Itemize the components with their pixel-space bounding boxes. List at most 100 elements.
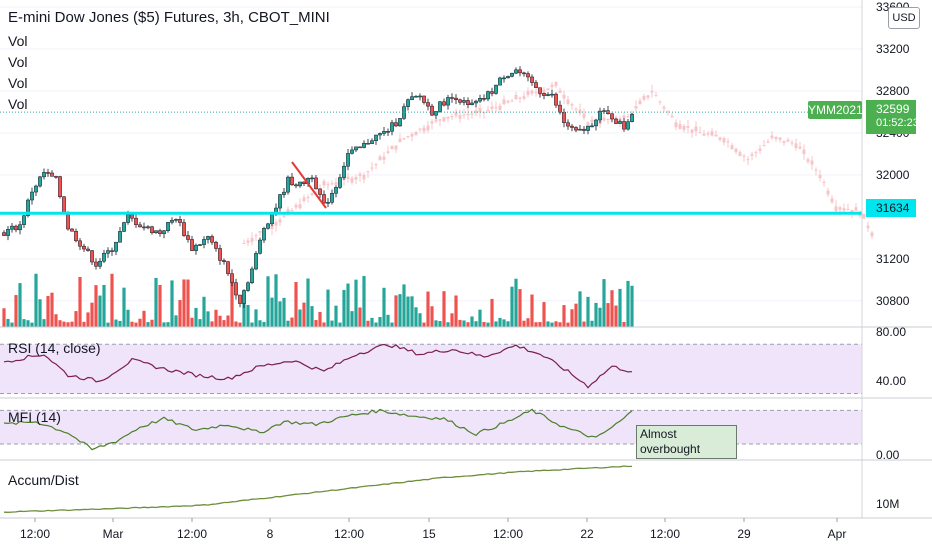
projection-body: [794, 143, 798, 149]
candle-body: [90, 250, 94, 263]
candle-body: [294, 184, 298, 187]
candle-body: [250, 268, 254, 284]
volume-bar: [274, 274, 278, 327]
projection-body: [762, 145, 766, 147]
projection-body: [434, 119, 438, 122]
volume-bar: [94, 285, 98, 327]
projection-body: [558, 90, 562, 93]
projection-body: [774, 136, 778, 140]
projection-body: [466, 114, 470, 116]
projection-body: [658, 101, 662, 103]
projection-body: [258, 231, 262, 233]
volume-bar: [574, 303, 578, 327]
candle-body: [470, 102, 474, 105]
candle-body: [10, 225, 14, 230]
volume-bar: [302, 302, 306, 327]
candle-body: [130, 214, 134, 219]
volume-bar: [298, 309, 302, 327]
candle-body: [266, 223, 270, 229]
volume-bar: [550, 322, 554, 327]
projection-body: [654, 95, 658, 97]
volume-bar: [126, 309, 130, 327]
currency-badge[interactable]: USD: [888, 7, 920, 29]
volume-bar: [190, 317, 194, 327]
ad-panel-label[interactable]: Accum/Dist: [8, 472, 79, 488]
overlays: [0, 111, 862, 215]
rsi-panel-label[interactable]: RSI (14, close): [8, 340, 101, 356]
candle-body: [558, 104, 562, 113]
volume-bar: [218, 315, 222, 327]
candle-body: [494, 84, 498, 94]
volume-bar: [386, 314, 390, 327]
candle-body: [298, 181, 302, 187]
candle-body: [386, 131, 390, 133]
time-tick-label: 12:00: [650, 527, 680, 541]
volume-bar: [110, 273, 114, 327]
indicator-panels: [0, 343, 862, 513]
volume-bar: [394, 295, 398, 327]
volume-bar: [234, 321, 238, 327]
projection-body: [370, 167, 374, 169]
time-tick-label: Mar: [103, 527, 124, 541]
time-tick-label: 12:00: [20, 527, 50, 541]
mfi-panel-label[interactable]: MFI (14): [8, 409, 61, 425]
projection-body: [650, 91, 654, 93]
volume-bar: [446, 322, 450, 327]
projection-body: [330, 183, 334, 185]
candle-body: [98, 260, 102, 267]
candle-body: [538, 87, 542, 94]
projection-body: [350, 178, 354, 183]
candle-body: [418, 95, 422, 98]
candle-body: [62, 196, 66, 214]
projection-body: [394, 145, 398, 150]
volume-bar: [330, 320, 334, 327]
volume-bar: [294, 281, 298, 327]
candle-body: [254, 253, 258, 270]
volume-bar: [562, 305, 566, 327]
projection-body: [422, 127, 426, 132]
annotation-note[interactable]: Almost overbought: [636, 425, 737, 459]
time-tick-label: 15: [422, 527, 436, 541]
candle-body: [350, 149, 354, 154]
projection-body: [402, 138, 406, 140]
candle-body: [410, 96, 414, 100]
volume-bar: [566, 322, 570, 327]
volume-bar: [46, 295, 50, 327]
volume-bar: [434, 320, 438, 327]
projection-body: [854, 207, 858, 211]
candle-body: [186, 235, 190, 240]
volume-bar: [618, 288, 622, 327]
candle-body: [322, 194, 326, 204]
volume-bar: [418, 313, 422, 327]
volume-bar: [442, 291, 446, 327]
projection-body: [374, 163, 378, 165]
volume-bar: [450, 313, 454, 327]
candle-body: [542, 93, 546, 96]
projection-body: [718, 137, 722, 140]
candle-body: [210, 236, 214, 243]
projection-body: [750, 154, 754, 156]
volume-bar: [626, 280, 630, 327]
candle-body: [554, 93, 558, 106]
projection-body: [454, 111, 458, 116]
projection-body: [282, 215, 286, 217]
volume-bar: [598, 307, 602, 327]
volume-bar: [470, 316, 474, 327]
candle-body: [94, 261, 98, 267]
candle-body: [54, 176, 58, 178]
indicator-line: [3, 343, 633, 389]
projection-body: [278, 219, 282, 223]
projection-body: [862, 213, 866, 219]
projection-body: [482, 111, 486, 113]
projection-body: [678, 124, 682, 129]
candle-body: [290, 176, 294, 186]
projection-body: [418, 128, 422, 130]
candle-body: [66, 213, 70, 230]
price-tick-label: 30800: [876, 294, 910, 308]
candle-body: [158, 230, 162, 234]
candle-body: [346, 153, 350, 167]
projection-body: [450, 116, 454, 118]
projection-body: [790, 142, 794, 144]
volume-bar: [622, 321, 626, 327]
